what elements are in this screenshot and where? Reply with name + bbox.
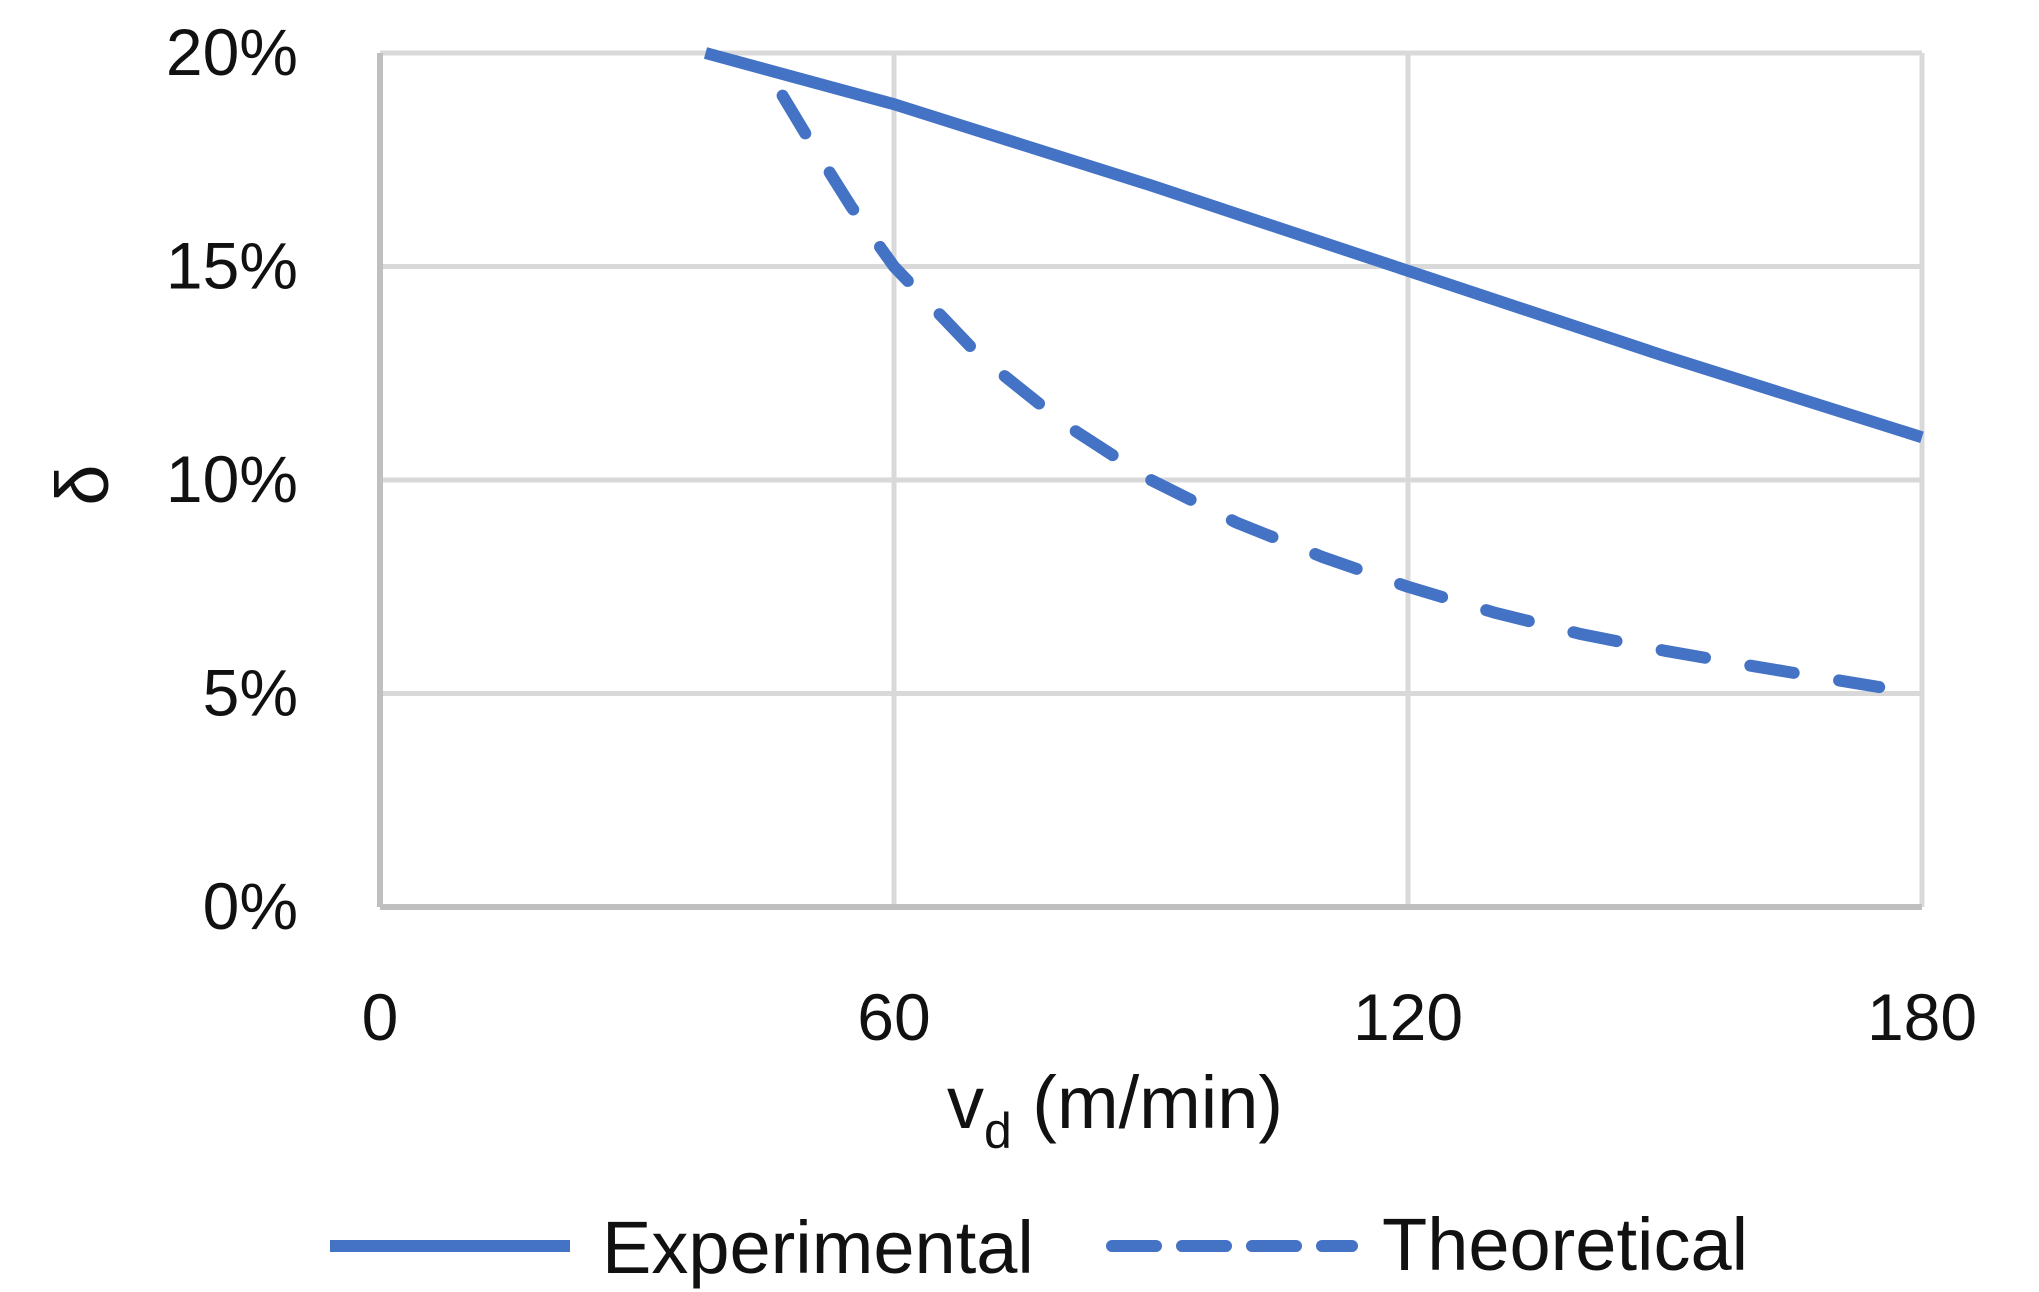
series-line-theoretical: [776, 89, 1886, 694]
y-tick-label: 15%: [166, 229, 298, 303]
legend-label-theoretical: Theoretical: [1382, 1203, 1748, 1286]
y-tick-label: 0%: [203, 869, 298, 943]
y-axis-tick-labels: 0% 5% 10% 15% 20%: [166, 15, 298, 943]
plot-area-border: [377, 53, 1922, 910]
x-tick-label: 120: [1353, 980, 1463, 1054]
y-axis-title: δ: [41, 464, 124, 505]
y-tick-label: 10%: [166, 442, 298, 516]
series-layer: [703, 47, 1924, 694]
x-axis-tick-labels: 0 60 120 180: [362, 980, 1977, 1054]
x-tick-label: 180: [1867, 980, 1977, 1054]
x-axis-title-suffix: (m/min): [1012, 1061, 1283, 1144]
x-axis-title-subscript: d: [984, 1103, 1012, 1159]
y-tick-label: 5%: [203, 656, 298, 730]
x-tick-label: 0: [362, 980, 399, 1054]
x-tick-label: 60: [857, 980, 930, 1054]
legend-label-experimental: Experimental: [602, 1206, 1034, 1289]
y-tick-label: 20%: [166, 15, 298, 89]
x-axis-title: vd (m/min): [947, 1061, 1283, 1159]
series-line-experimental: [703, 47, 1924, 444]
x-axis-title-main: v: [947, 1061, 984, 1144]
legend: Experimental Theoretical: [330, 1203, 1748, 1289]
